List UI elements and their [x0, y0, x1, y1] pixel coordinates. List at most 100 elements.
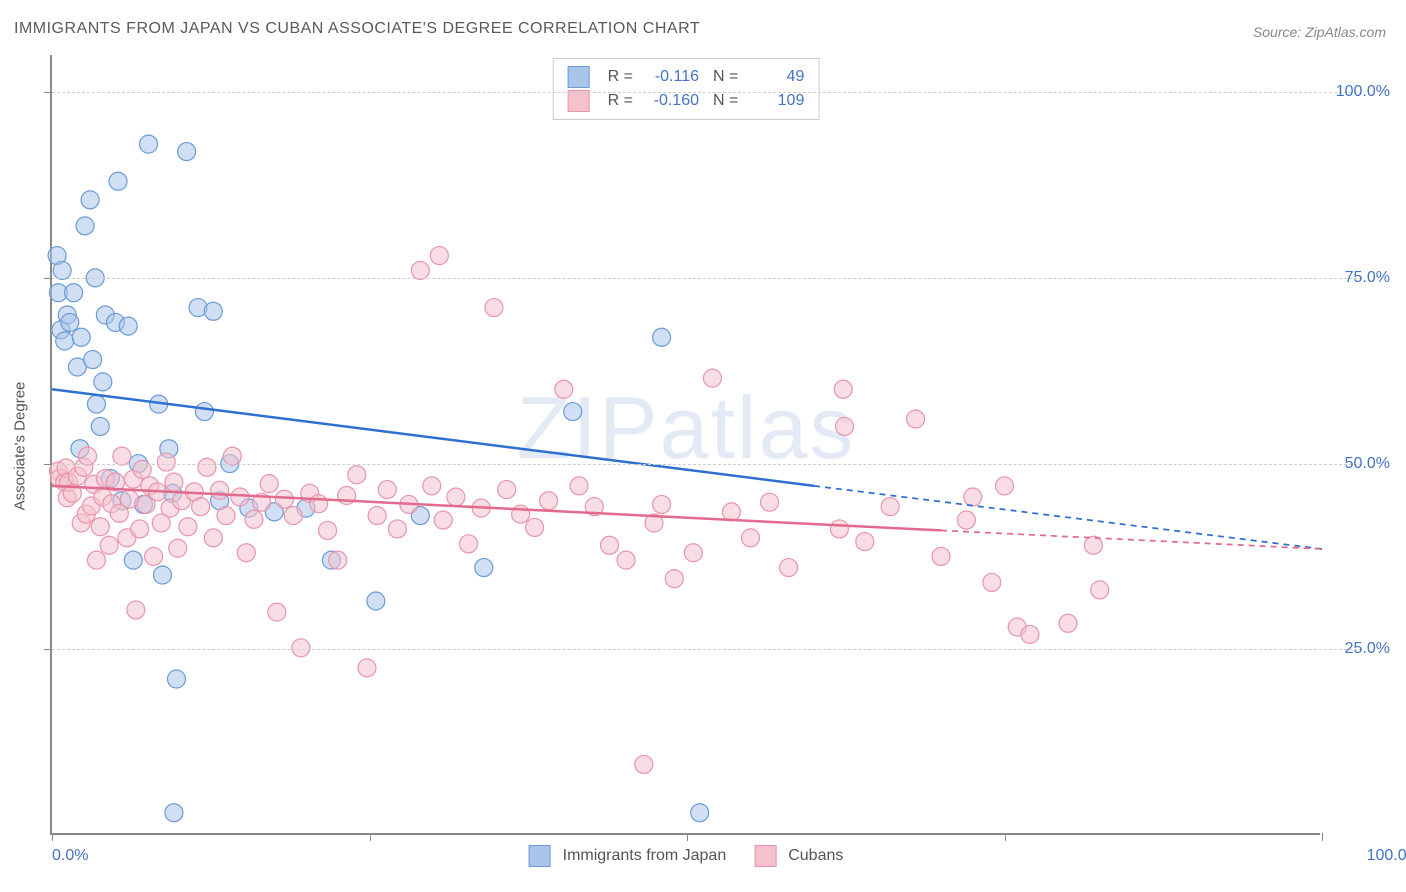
scatter-point — [76, 217, 94, 235]
scatter-point — [388, 520, 406, 538]
scatter-point — [635, 755, 653, 773]
scatter-point — [204, 529, 222, 547]
y-tick-label: 100.0% — [1330, 83, 1390, 101]
scatter-point — [1059, 614, 1077, 632]
scatter-point — [217, 507, 235, 525]
scatter-point — [100, 536, 118, 554]
scatter-point — [411, 261, 429, 279]
legend-swatch — [754, 845, 776, 867]
scatter-point — [140, 135, 158, 153]
scatter-point — [434, 511, 452, 529]
scatter-point — [617, 551, 635, 569]
grid-line — [52, 464, 1362, 465]
scatter-point — [722, 503, 740, 521]
scatter-point — [198, 458, 216, 476]
scatter-point — [178, 143, 196, 161]
scatter-point — [109, 172, 127, 190]
scatter-point — [907, 410, 925, 428]
x-tick — [687, 833, 688, 841]
scatter-point — [124, 551, 142, 569]
scatter-point — [91, 518, 109, 536]
scatter-point — [684, 544, 702, 562]
scatter-point — [65, 284, 83, 302]
scatter-point — [540, 492, 558, 510]
scatter-point — [127, 601, 145, 619]
scatter-point — [119, 317, 137, 335]
source-label: Source: ZipAtlas.com — [1253, 24, 1386, 40]
scatter-point — [430, 247, 448, 265]
y-tick — [44, 649, 52, 650]
scatter-point — [84, 351, 102, 369]
scatter-plot: ZIPatlas R =-0.116N =49R =-0.160N =109 I… — [50, 55, 1320, 835]
scatter-point — [742, 529, 760, 547]
y-tick — [44, 278, 52, 279]
x-tick — [1322, 833, 1323, 841]
scatter-point — [460, 535, 478, 553]
legend-swatch — [568, 90, 590, 112]
legend-r-value: -0.116 — [643, 65, 699, 89]
scatter-point — [131, 520, 149, 538]
grid-line — [52, 92, 1362, 93]
scatter-point — [81, 191, 99, 209]
scatter-point — [780, 559, 798, 577]
scatter-point — [204, 302, 222, 320]
scatter-point — [245, 510, 263, 528]
y-tick-label: 50.0% — [1330, 455, 1390, 473]
scatter-point — [881, 498, 899, 516]
scatter-point — [237, 544, 255, 562]
scatter-point — [145, 547, 163, 565]
scatter-point — [91, 417, 109, 435]
scatter-point — [368, 507, 386, 525]
scatter-point — [56, 332, 74, 350]
scatter-point — [348, 466, 366, 484]
scatter-point — [653, 495, 671, 513]
legend-item: Immigrants from Japan — [529, 845, 727, 867]
legend-label: Immigrants from Japan — [563, 847, 727, 865]
scatter-point — [703, 369, 721, 387]
regression-projection — [814, 486, 1322, 549]
scatter-point — [367, 592, 385, 610]
scatter-point — [94, 373, 112, 391]
regression-projection — [941, 530, 1322, 549]
legend-row: R =-0.116N =49 — [568, 65, 805, 89]
scatter-point — [665, 570, 683, 588]
x-tick — [370, 833, 371, 841]
scatter-point — [72, 328, 90, 346]
y-axis-label: Associate's Degree — [12, 382, 29, 511]
scatter-point — [169, 539, 187, 557]
x-tick — [1005, 833, 1006, 841]
scatter-point — [192, 498, 210, 516]
scatter-point — [275, 490, 293, 508]
x-tick-label: 100.0% — [1367, 847, 1406, 865]
x-tick — [52, 833, 53, 841]
legend-r-label: R = — [608, 65, 633, 89]
scatter-point — [378, 481, 396, 499]
scatter-point — [284, 507, 302, 525]
scatter-point — [932, 547, 950, 565]
scatter-point — [555, 380, 573, 398]
scatter-point — [223, 447, 241, 465]
scatter-point — [87, 551, 105, 569]
scatter-point — [564, 403, 582, 421]
scatter-point — [447, 488, 465, 506]
scatter-point — [526, 518, 544, 536]
legend-n-label: N = — [713, 65, 738, 89]
scatter-point — [964, 488, 982, 506]
scatter-point — [292, 639, 310, 657]
scatter-point — [358, 659, 376, 677]
scatter-point — [983, 573, 1001, 591]
scatter-point — [167, 670, 185, 688]
scatter-point — [319, 521, 337, 539]
scatter-point — [423, 477, 441, 495]
scatter-point — [195, 403, 213, 421]
scatter-point — [761, 493, 779, 511]
y-tick-label: 75.0% — [1330, 269, 1390, 287]
scatter-point — [1091, 581, 1109, 599]
y-tick — [44, 92, 52, 93]
scatter-point — [856, 533, 874, 551]
scatter-point — [53, 261, 71, 279]
scatter-point — [485, 299, 503, 317]
scatter-point — [268, 603, 286, 621]
legend-swatch — [529, 845, 551, 867]
grid-line — [52, 649, 1362, 650]
